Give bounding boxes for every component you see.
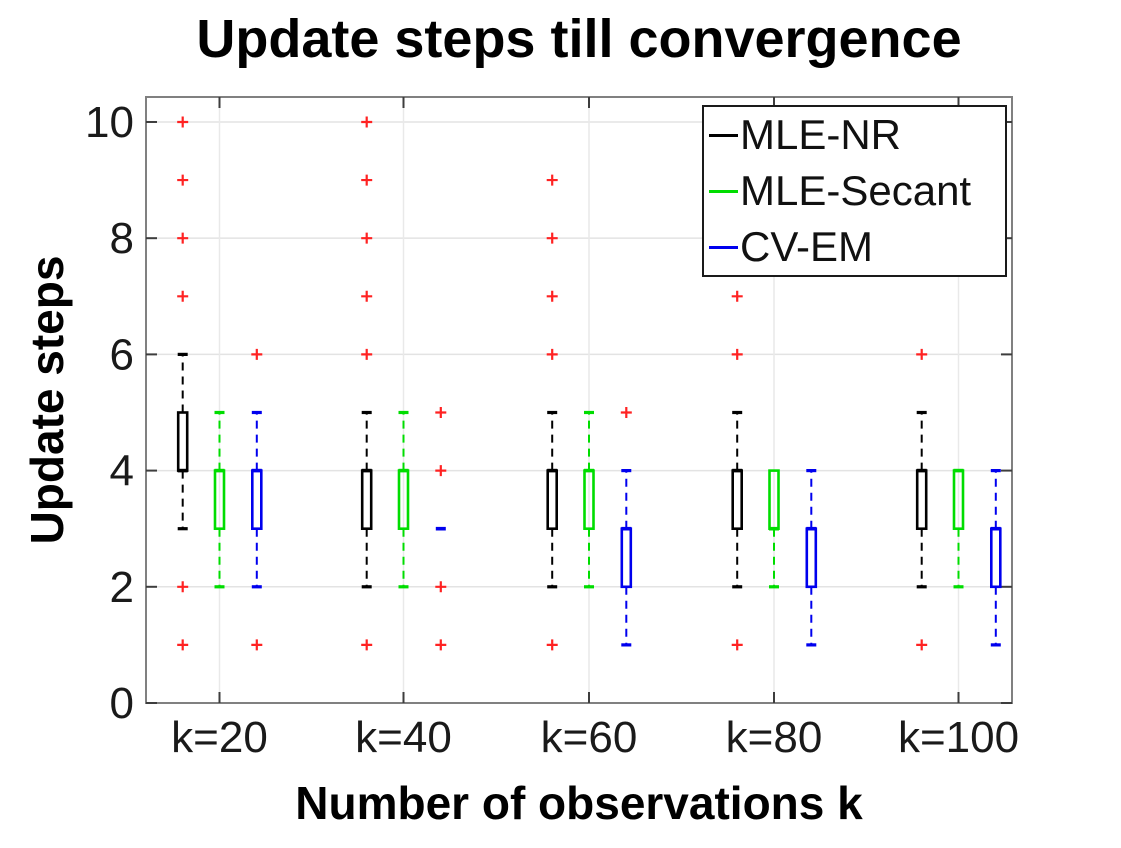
legend-item-cv-em: CV-EM xyxy=(704,219,1005,275)
legend-item-mle-secant: MLE-Secant xyxy=(704,163,1005,219)
y-tick-labels: 0 2 4 6 8 10 xyxy=(85,98,134,728)
box-group-MLE-NR-k=40 xyxy=(360,116,373,651)
legend-line-sample xyxy=(709,189,738,193)
box-group-MLE-NR-k=20 xyxy=(176,116,189,651)
box-group-MLE-Secant-k=60 xyxy=(583,410,595,589)
legend-line-sample xyxy=(709,133,738,137)
outlier-marker xyxy=(546,232,558,244)
x-tick-label: k=20 xyxy=(171,713,268,762)
outlier-marker xyxy=(361,290,373,302)
tick-marks xyxy=(146,97,1012,704)
x-tick-label: k=60 xyxy=(541,713,638,762)
legend-item-mle-nr: MLE-NR xyxy=(704,107,1005,163)
legend-label: MLE-Secant xyxy=(740,167,972,214)
x-tick-label: k=80 xyxy=(726,713,823,762)
y-tick-label: 6 xyxy=(110,330,134,379)
x-axis-label: Number of observations k xyxy=(295,777,863,829)
outlier-marker xyxy=(435,406,447,418)
gridlines xyxy=(146,97,1012,703)
y-tick-label: 0 xyxy=(110,679,134,728)
box-group-MLE-NR-k=100 xyxy=(915,348,928,651)
y-tick-label: 10 xyxy=(85,98,134,147)
outlier-marker xyxy=(361,116,373,128)
outlier-marker xyxy=(435,639,447,651)
box-group-CV-EM-k=60 xyxy=(620,406,633,647)
outlier-marker xyxy=(546,174,558,186)
y-tick-label: 4 xyxy=(110,447,134,496)
outlier-marker xyxy=(361,232,373,244)
box-group-MLE-NR-k=60 xyxy=(546,174,559,651)
x-tick-label: k=40 xyxy=(355,713,452,762)
outlier-marker xyxy=(177,581,189,593)
box-group-CV-EM-k=40 xyxy=(435,406,447,651)
outlier-marker xyxy=(177,116,189,128)
outlier-marker xyxy=(546,290,558,302)
outlier-marker xyxy=(546,348,558,360)
box-group-MLE-NR-k=80 xyxy=(731,290,744,651)
axis-box xyxy=(145,96,1013,704)
box-group-CV-EM-k=100 xyxy=(989,468,1002,647)
outlier-marker xyxy=(435,581,447,593)
legend-label: MLE-NR xyxy=(740,111,902,158)
box-group-CV-EM-k=80 xyxy=(805,468,818,647)
outlier-marker xyxy=(251,639,263,651)
outlier-marker xyxy=(177,174,189,186)
box-group-MLE-Secant-k=80 xyxy=(768,469,780,589)
y-tick-label: 2 xyxy=(110,563,134,612)
box-group-MLE-Secant-k=20 xyxy=(213,410,226,589)
outlier-marker xyxy=(435,465,447,477)
box-group-MLE-Secant-k=100 xyxy=(952,468,965,589)
outlier-marker xyxy=(620,406,632,418)
outlier-marker xyxy=(361,174,373,186)
legend-line-sample xyxy=(709,245,738,249)
chart-title: Update steps till convergence xyxy=(196,9,962,69)
legend-label: CV-EM xyxy=(740,223,874,270)
outlier-marker xyxy=(731,348,743,360)
outlier-marker xyxy=(361,348,373,360)
legend: MLE-NR MLE-Secant CV-EM xyxy=(702,105,1007,277)
outlier-marker xyxy=(251,348,263,360)
outlier-marker xyxy=(731,290,743,302)
x-tick-label: k=100 xyxy=(898,713,1019,762)
y-axis-label: Update steps xyxy=(21,255,73,545)
box-group-MLE-Secant-k=40 xyxy=(397,410,410,589)
box-group-CV-EM-k=20 xyxy=(251,348,263,651)
outlier-marker xyxy=(731,639,743,651)
outlier-marker xyxy=(361,639,373,651)
y-tick-label: 8 xyxy=(110,214,134,263)
outlier-marker xyxy=(177,639,189,651)
x-tick-labels: k=20 k=40 k=60 k=80 k=100 xyxy=(171,713,1019,762)
outlier-marker xyxy=(177,232,189,244)
outlier-marker xyxy=(546,639,558,651)
outlier-marker xyxy=(916,639,928,651)
outlier-marker xyxy=(177,290,189,302)
outlier-marker xyxy=(916,348,928,360)
